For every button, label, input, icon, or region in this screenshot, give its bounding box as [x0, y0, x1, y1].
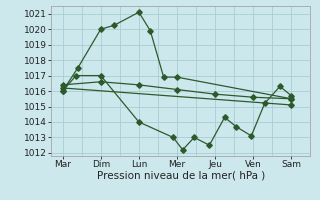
X-axis label: Pression niveau de la mer( hPa ): Pression niveau de la mer( hPa ): [97, 171, 265, 181]
